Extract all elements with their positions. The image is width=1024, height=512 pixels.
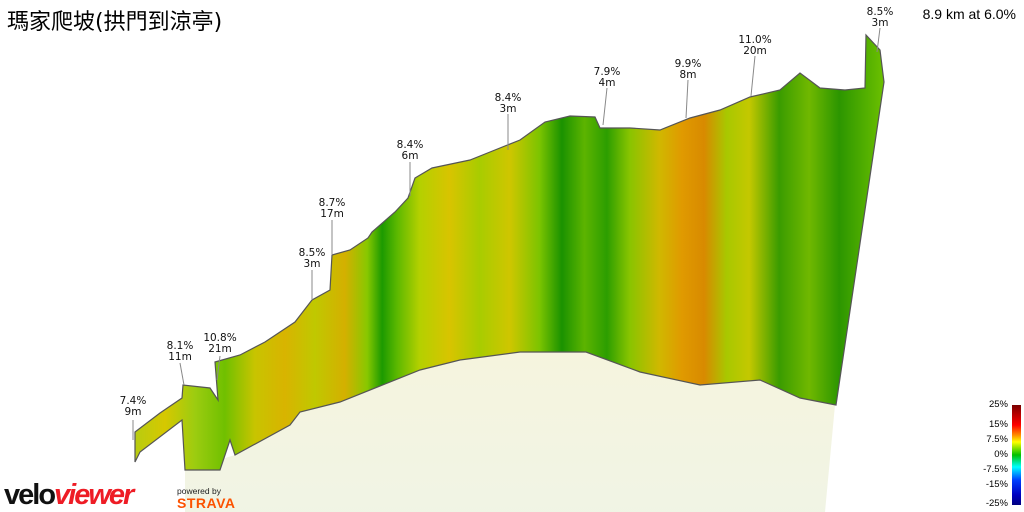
- profile-ribbon: [134, 33, 885, 471]
- annotation-length: 6m: [401, 150, 419, 162]
- strava-logo[interactable]: STRAVA: [177, 495, 236, 511]
- legend-label: -7.5%: [983, 464, 1008, 475]
- annotation-1: 7.4% 9m: [120, 396, 147, 418]
- annotation-5: 8.7% 17m: [319, 198, 346, 220]
- legend-colorbar: [1012, 405, 1021, 505]
- annotation-grade: 9.9%: [674, 58, 702, 70]
- annotation-length: 17m: [320, 208, 344, 220]
- annotation-grade: 7.4%: [119, 395, 147, 407]
- annotation-4: 8.5% 3m: [299, 248, 326, 270]
- annotation-grade: 8.4%: [494, 92, 522, 104]
- annotation-length: 9m: [124, 406, 142, 418]
- annotation-8: 7.9% 4m: [594, 67, 621, 89]
- segment-summary: 8.9 km at 6.0%: [922, 6, 1016, 22]
- veloviewer-logo[interactable]: veloviewer: [4, 479, 134, 511]
- annotation-grade: 8.4%: [396, 139, 424, 151]
- annotation-length: 8m: [679, 69, 697, 81]
- legend-label: 0%: [994, 449, 1008, 460]
- annotation-11: 8.5% 3m: [867, 7, 894, 29]
- logo-viewer: viewer: [54, 479, 134, 511]
- annotation-grade: 10.8%: [203, 332, 237, 344]
- annotation-grade: 7.9%: [593, 66, 621, 78]
- annotation-length: 3m: [499, 103, 517, 115]
- annotation-grade: 8.5%: [866, 6, 894, 18]
- annotation-7: 8.4% 3m: [495, 93, 522, 115]
- annotation-length: 20m: [743, 45, 767, 57]
- legend-label: -25%: [985, 498, 1008, 509]
- annotation-grade: 8.7%: [318, 197, 346, 209]
- annotation-length: 3m: [871, 17, 889, 29]
- annotation-10: 11.0% 20m: [738, 35, 771, 57]
- annotation-length: 21m: [208, 343, 232, 355]
- annotation-length: 3m: [303, 258, 321, 270]
- legend-label: -15%: [985, 479, 1008, 490]
- annotation-6: 8.4% 6m: [397, 140, 424, 162]
- annotation-9: 9.9% 8m: [675, 59, 702, 81]
- annotation-length: 4m: [598, 77, 616, 89]
- annotation-grade: 8.5%: [298, 247, 326, 259]
- powered-by-label: powered by: [177, 486, 221, 496]
- legend-label: 7.5%: [986, 434, 1008, 445]
- logo-velo: velo: [4, 479, 56, 511]
- segment-title: 瑪家爬坡(拱門到涼亭): [7, 10, 223, 35]
- annotation-length: 11m: [168, 351, 192, 363]
- legend-label: 25%: [988, 399, 1008, 410]
- profile-base-shadow: [185, 350, 835, 512]
- annotation-3: 10.8% 21m: [203, 333, 236, 355]
- annotation-leaders: [132, 27, 881, 440]
- annotation-grade: 8.1%: [166, 340, 194, 352]
- annotation-2: 8.1% 11m: [167, 341, 194, 363]
- annotation-grade: 11.0%: [738, 34, 772, 46]
- legend-label: 15%: [988, 419, 1008, 430]
